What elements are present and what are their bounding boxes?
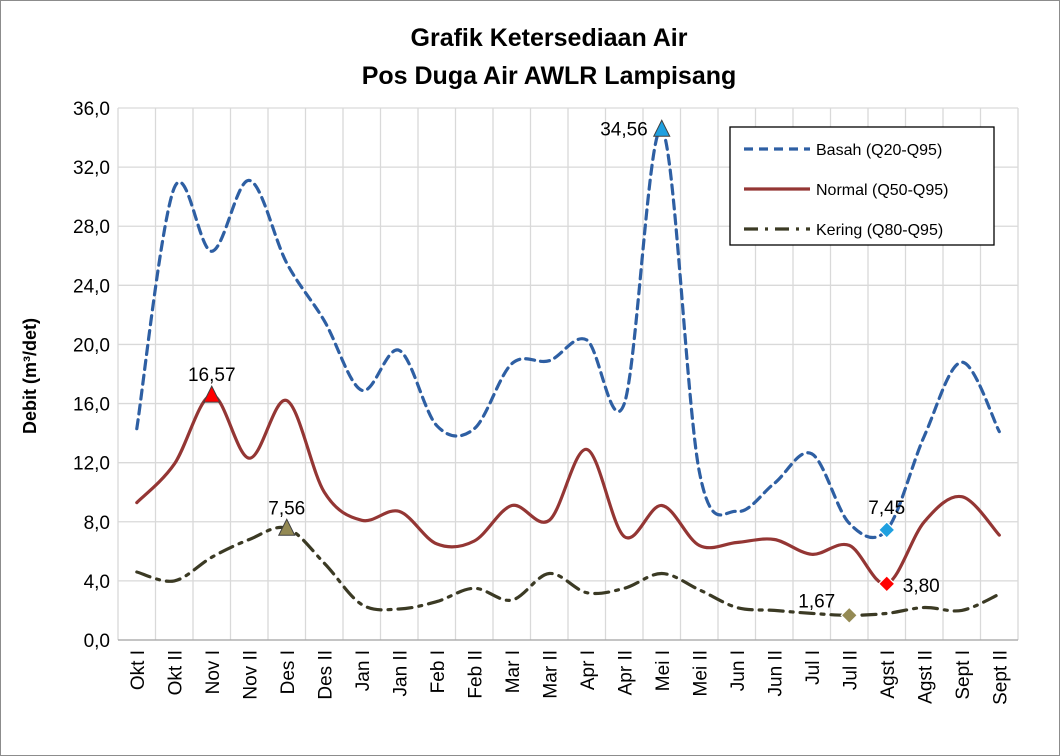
data-markers: 34,56 7,45 16,57 3,80 7,56 1,67 — [188, 119, 940, 625]
x-tick-label: Jun II — [765, 650, 786, 696]
x-tick-label: Jul II — [840, 650, 861, 690]
triangle-marker — [202, 385, 221, 403]
diamond-marker — [877, 521, 896, 539]
x-tick-label: Jan I — [353, 650, 374, 691]
chart-subtitle: Pos Duga Air AWLR Lampisang — [362, 62, 737, 90]
x-tick-label: Feb I — [428, 650, 449, 693]
x-tick-label: Agst I — [878, 650, 899, 699]
data-label: 7,56 — [268, 498, 305, 519]
x-tick-label: Agst II — [915, 650, 936, 704]
x-tick-label: Apr I — [578, 650, 599, 690]
legend-label: Normal (Q50-Q95) — [816, 182, 948, 199]
triangle-marker — [652, 119, 671, 137]
x-tick-label: Mar II — [540, 650, 561, 699]
x-tick-label: Okt I — [128, 650, 149, 690]
x-tick-label: Sept II — [990, 650, 1011, 705]
data-label: 34,56 — [600, 119, 648, 140]
x-tick-label: Apr II — [615, 650, 636, 695]
x-tick-label: Mei I — [653, 650, 674, 691]
diamond-marker — [877, 574, 896, 593]
data-label: 3,80 — [903, 576, 940, 597]
y-tick-label: 4,0 — [84, 572, 110, 593]
y-tick-label: 12,0 — [73, 454, 110, 475]
gridlines — [117, 107, 1019, 641]
x-tick-label: Okt II — [165, 650, 186, 695]
x-tick-label: Nov I — [203, 650, 224, 694]
x-tick-label: Mei II — [690, 650, 711, 696]
y-tick-label: 36,0 — [73, 99, 110, 120]
x-tick-label: Jan II — [390, 650, 411, 696]
data-label: 7,45 — [868, 498, 905, 519]
x-tick-label: Des I — [278, 650, 299, 694]
legend: Basah (Q20-Q95) Normal (Q50-Q95) Kering (Q… — [729, 126, 995, 246]
legend-label: Basah (Q20-Q95) — [816, 142, 942, 159]
x-tick-label: Feb II — [465, 650, 486, 699]
series-line-0 — [135, 127, 1001, 540]
legend-label: Kering (Q80-Q95) — [816, 222, 943, 239]
y-axis-label: Debit (m³/det) — [20, 318, 40, 434]
triangle-marker — [277, 518, 296, 536]
data-label: 1,67 — [798, 591, 835, 612]
y-tick-label: 16,0 — [73, 395, 110, 416]
chart-title: Grafik Ketersediaan Air — [411, 24, 688, 52]
x-tick-label: Jun I — [728, 650, 749, 691]
x-tick-label: Mar I — [503, 650, 524, 693]
y-tick-label: 20,0 — [73, 335, 110, 356]
y-tick-label: 28,0 — [73, 217, 110, 238]
diamond-marker — [840, 606, 859, 625]
data-label: 16,57 — [188, 365, 236, 386]
legend-box — [729, 126, 995, 246]
x-axis-ticks: Okt I Okt II Nov I Nov II Des I Des II Jan I Ja… — [128, 650, 1012, 705]
y-tick-label: 24,0 — [73, 276, 110, 297]
y-tick-label: 32,0 — [73, 158, 110, 179]
x-tick-label: Jul I — [803, 650, 824, 685]
y-tick-label: 8,0 — [84, 513, 110, 534]
y-axis-ticks: 0,0 4,0 8,0 12,0 16,0 20,0 24,0 28,0 32,0 36,0 — [73, 99, 110, 652]
series-line-1 — [135, 393, 1001, 586]
x-tick-label: Sept I — [953, 650, 974, 700]
x-tick-label: Nov II — [240, 650, 261, 700]
x-tick-label: Des II — [315, 650, 336, 700]
y-tick-label: 0,0 — [84, 631, 110, 652]
